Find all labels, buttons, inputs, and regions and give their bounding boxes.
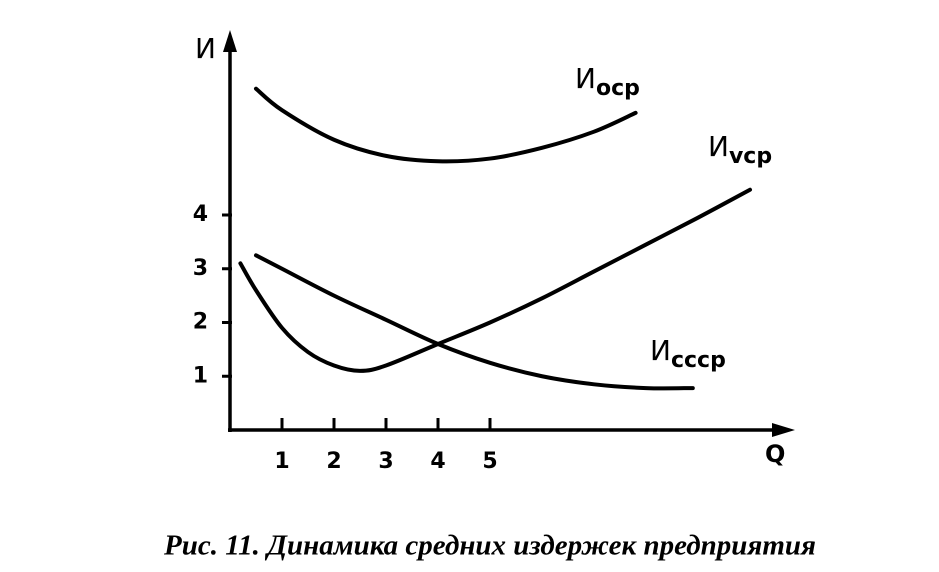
curve-label: Иоср	[575, 62, 640, 101]
y-tick-label: 3	[193, 256, 208, 281]
x-tick-label: 3	[378, 449, 393, 474]
cost-curve	[254, 86, 638, 164]
cost-curve	[238, 187, 752, 373]
y-axis-title: И	[195, 32, 216, 65]
x-tick-label: 4	[430, 449, 445, 474]
x-tick-label: 1	[274, 449, 289, 474]
x-axis-arrow	[772, 423, 795, 437]
caption: Рис. 11. Динамика средних издержек предп…	[163, 530, 816, 562]
curve-label: Иvср	[708, 130, 772, 169]
y-axis-arrow	[223, 30, 237, 52]
x-tick-label: 2	[326, 449, 341, 474]
x-tick-label: 5	[482, 449, 497, 474]
x-axis-title: Q	[765, 440, 785, 468]
y-tick-label: 2	[193, 310, 208, 335]
cost-curve	[254, 253, 695, 391]
y-tick-label: 4	[193, 202, 208, 227]
y-tick-label: 1	[193, 363, 208, 388]
curve-label: Иссср	[650, 334, 726, 373]
